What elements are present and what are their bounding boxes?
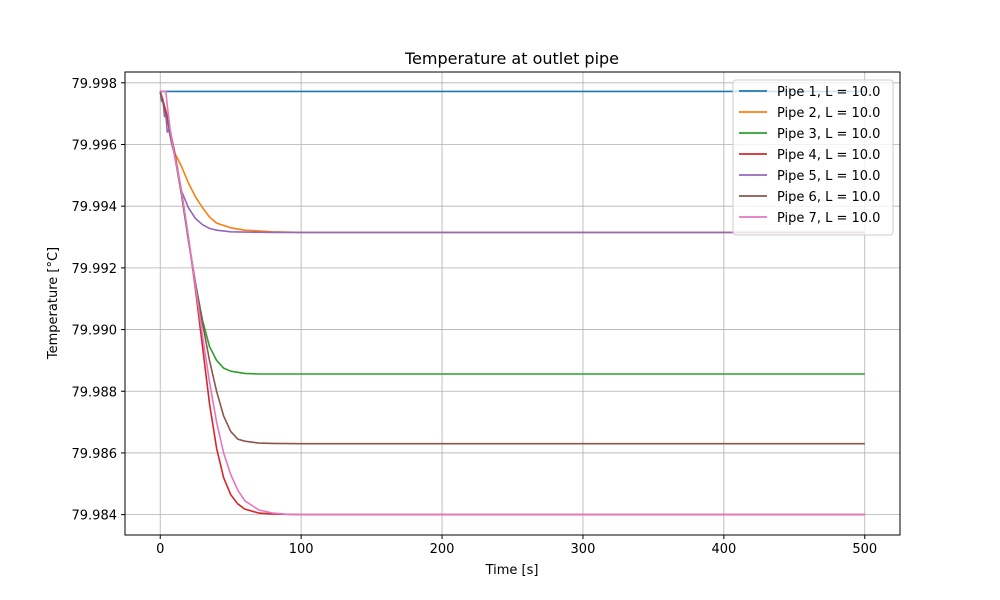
x-axis-ticks: 0 100 200 300 400 500	[156, 535, 877, 557]
y-tick-label: 79.988	[72, 385, 118, 400]
legend-label: Pipe 4, L = 10.0	[777, 148, 880, 163]
y-tick-label: 79.992	[72, 262, 118, 277]
x-tick-label: 200	[430, 542, 455, 557]
grid	[125, 72, 900, 535]
y-tick-label: 79.990	[72, 324, 118, 339]
y-tick-label: 79.994	[72, 200, 118, 215]
legend-label: Pipe 2, L = 10.0	[777, 106, 880, 121]
y-tick-label: 79.984	[72, 509, 118, 524]
x-tick-label: 500	[852, 542, 877, 557]
legend-label: Pipe 5, L = 10.0	[777, 169, 880, 184]
x-axis-label: Time [s]	[485, 563, 539, 578]
y-axis-label: Temperature [°C]	[46, 247, 61, 360]
x-tick-label: 100	[289, 542, 314, 557]
plot-frame	[124, 71, 901, 536]
legend-label: Pipe 3, L = 10.0	[777, 127, 880, 142]
y-tick-label: 79.996	[72, 138, 118, 153]
y-axis-ticks: 79.984 79.986 79.988 79.990 79.992 79.994 79.9…	[72, 77, 125, 524]
legend-label: Pipe 6, L = 10.0	[777, 190, 880, 205]
series-line-pipe-7	[160, 90, 865, 516]
chart-title: Temperature at outlet pipe	[404, 49, 619, 68]
y-tick-label: 79.998	[72, 77, 118, 92]
legend-label: Pipe 7, L = 10.0	[777, 211, 880, 226]
legend-label: Pipe 1, L = 10.0	[777, 85, 880, 100]
y-tick-label: 79.986	[72, 447, 118, 462]
series-line-pipe-5	[159, 91, 865, 234]
legend: Pipe 1, L = 10.0 Pipe 2, L = 10.0 Pipe 3, …	[732, 79, 894, 236]
x-tick-label: 300	[571, 542, 596, 557]
legend-box	[732, 79, 894, 236]
x-tick-label: 400	[711, 542, 736, 557]
series-lines	[159, 90, 865, 516]
x-tick-label: 0	[156, 542, 164, 557]
